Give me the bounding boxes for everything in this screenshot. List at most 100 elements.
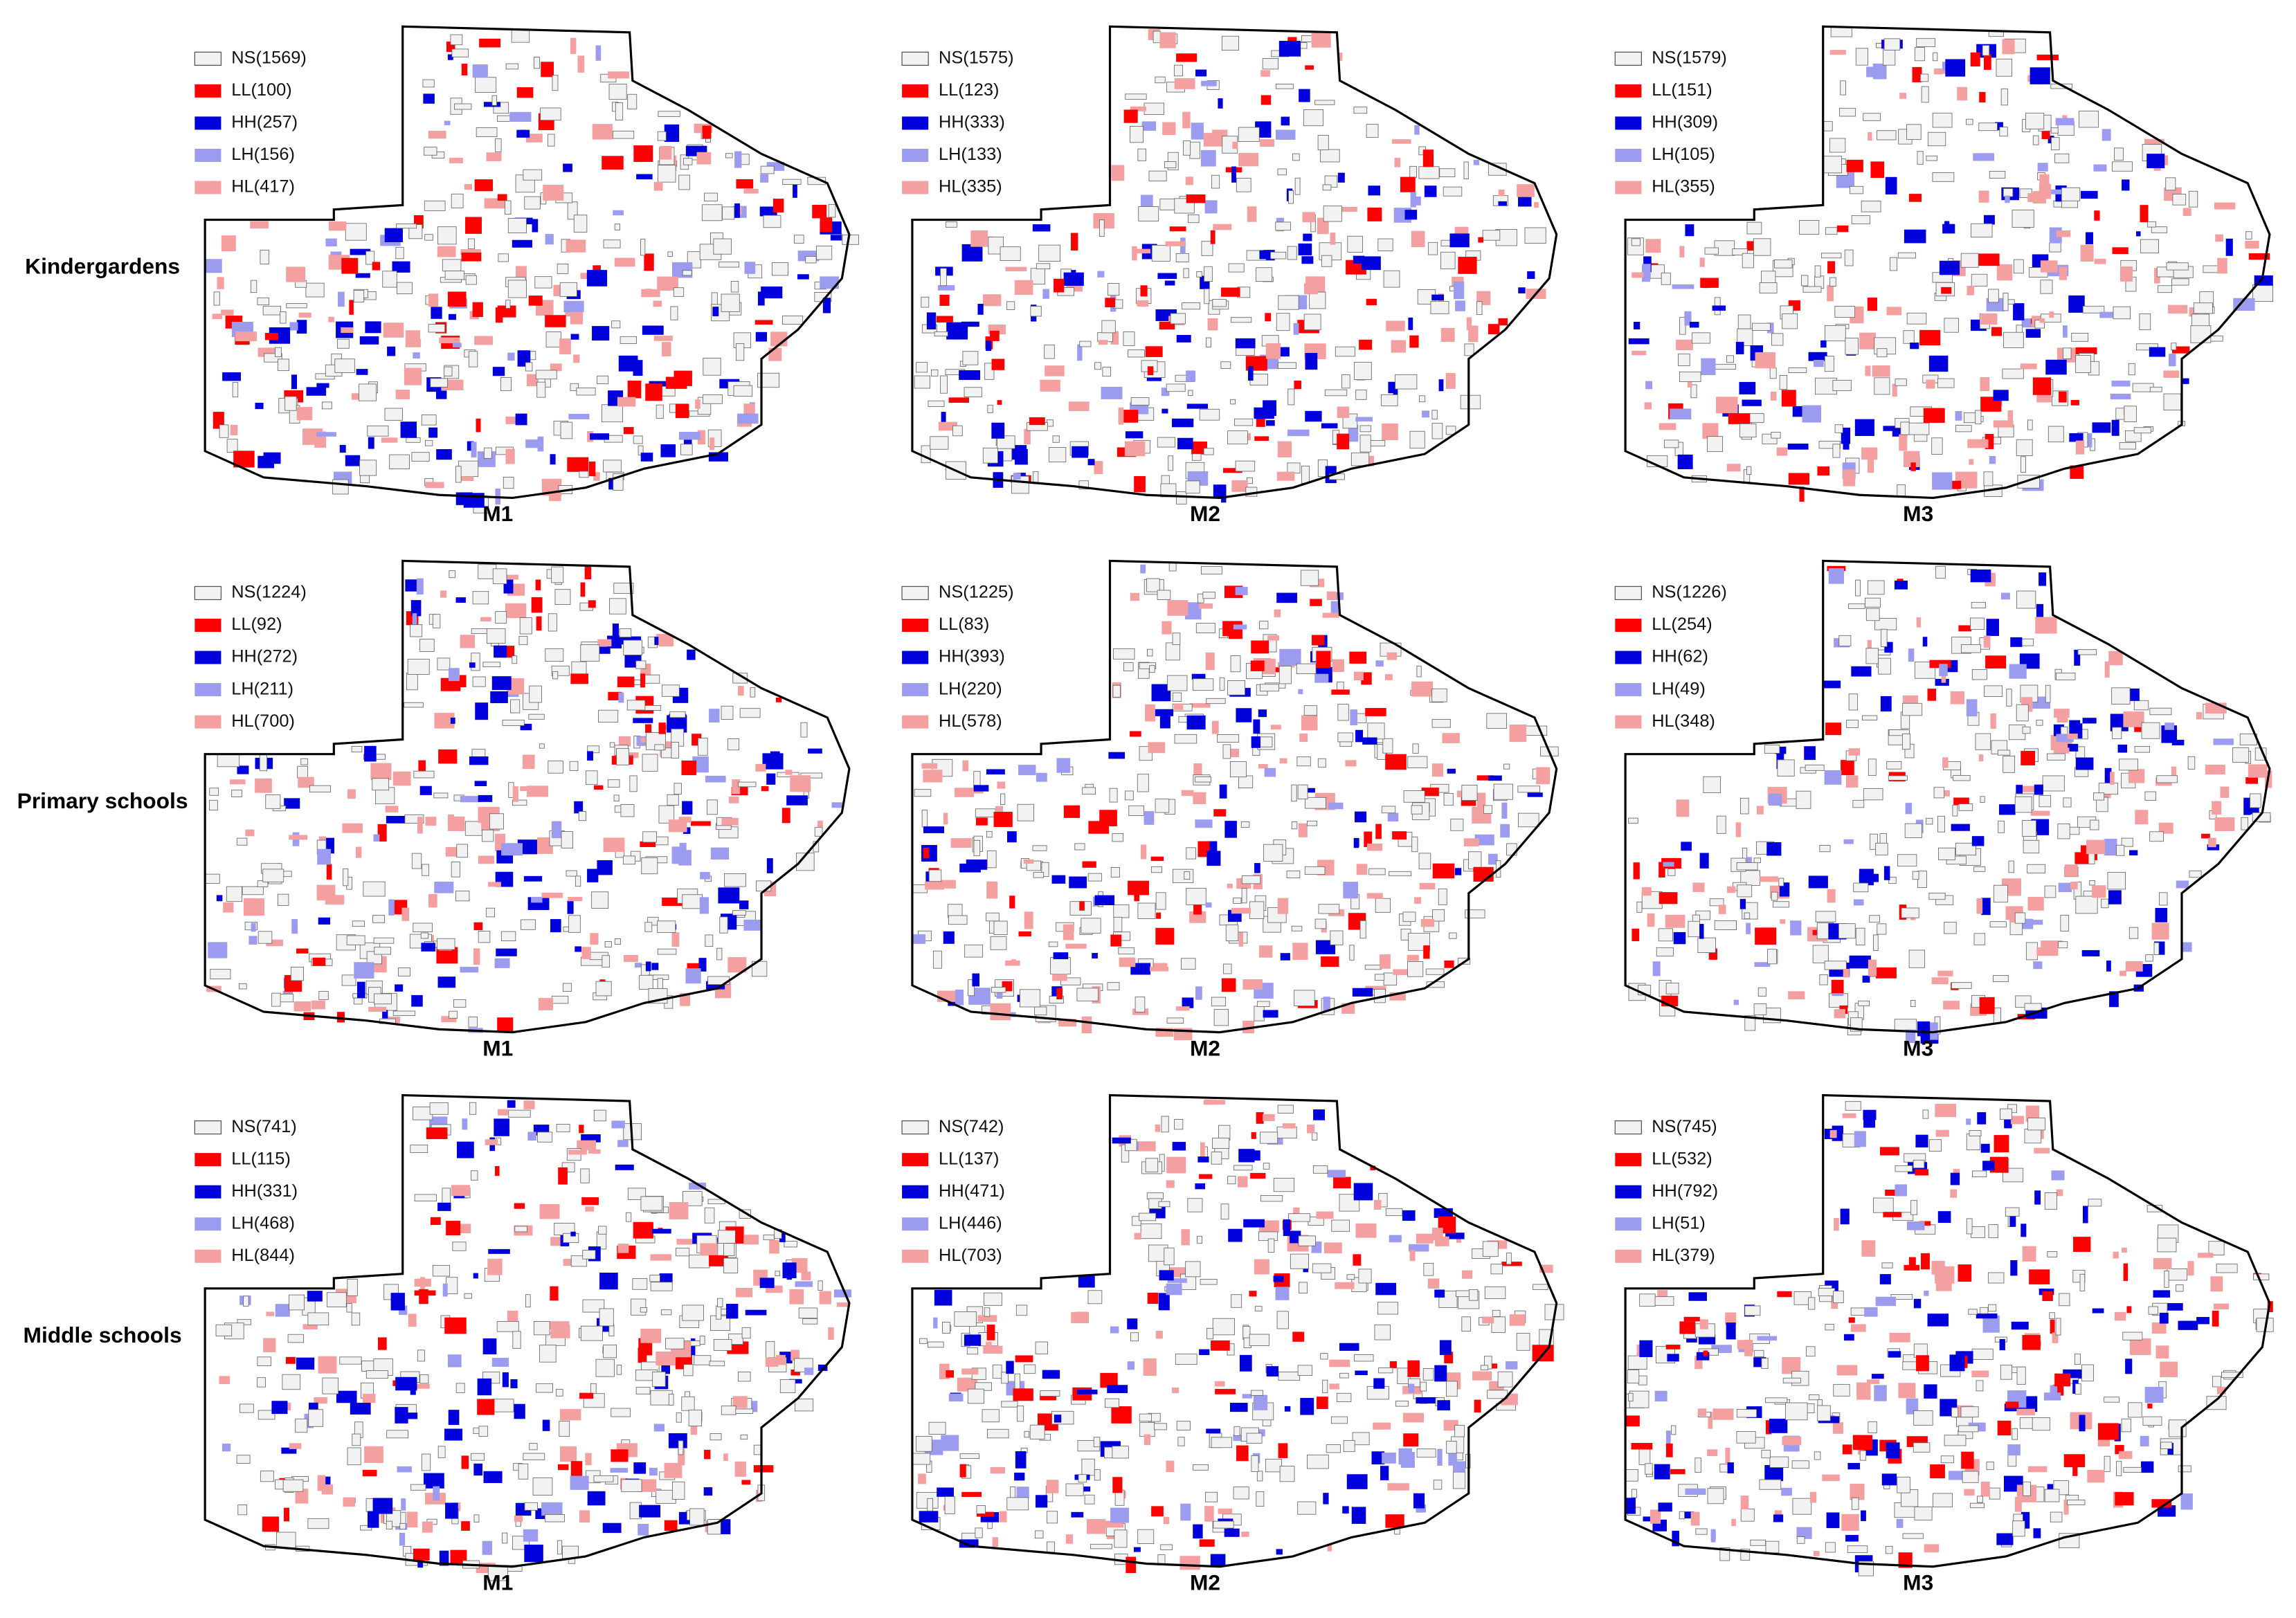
parcel	[1719, 1547, 1730, 1561]
parcel	[1409, 1249, 1416, 1262]
parcel	[1823, 156, 1843, 174]
parcel	[2125, 1358, 2133, 1374]
parcel	[2019, 785, 2038, 792]
parcel	[916, 362, 928, 373]
parcel	[1024, 1364, 1036, 1374]
parcel	[801, 1271, 811, 1280]
parcel	[1385, 1208, 1403, 1217]
parcel	[504, 200, 512, 215]
parcel	[640, 239, 646, 256]
parcel	[699, 897, 709, 914]
parcel	[411, 452, 430, 462]
parcel	[1314, 673, 1329, 683]
parcel	[1897, 484, 1906, 497]
parcel	[1771, 432, 1781, 439]
parcel	[1134, 892, 1140, 902]
parcel	[1044, 344, 1055, 359]
parcel	[649, 1275, 660, 1282]
study-area-outline	[911, 25, 1558, 500]
parcel	[2252, 284, 2273, 302]
parcel	[1435, 1236, 1449, 1246]
parcel	[507, 280, 527, 298]
parcel	[1134, 475, 1146, 493]
parcel	[570, 673, 588, 684]
parcel	[1301, 256, 1314, 264]
parcel	[2213, 1303, 2230, 1310]
parcel	[987, 404, 993, 413]
parcel	[1957, 87, 1968, 101]
parcel	[1726, 1322, 1736, 1340]
parcel	[1256, 1471, 1263, 1482]
parcel	[1130, 126, 1144, 143]
parcel	[465, 217, 482, 234]
parcel	[351, 746, 363, 753]
parcel	[505, 416, 524, 424]
parcel	[2119, 442, 2136, 450]
parcel	[1233, 1426, 1240, 1437]
parcel	[2092, 1308, 2104, 1314]
parcel	[312, 957, 326, 966]
parcel	[775, 698, 782, 702]
parcel	[718, 262, 740, 268]
parcel	[1308, 788, 1315, 793]
parcel	[961, 321, 979, 327]
parcel	[1908, 422, 1930, 435]
parcel	[2033, 961, 2043, 970]
parcel	[2111, 687, 2131, 705]
parcel	[1497, 1371, 1513, 1388]
parcel	[1407, 1360, 1420, 1377]
parcel	[2079, 1273, 2086, 1291]
parcel	[711, 292, 718, 306]
parcel	[2106, 960, 2111, 972]
study-area-outline	[204, 559, 851, 1034]
parcel	[2050, 127, 2059, 134]
parcel	[1977, 1112, 1987, 1125]
parcel	[808, 748, 822, 754]
parcel	[1000, 793, 1006, 805]
parcel	[1147, 648, 1153, 657]
parcel	[921, 296, 930, 308]
parcel	[2124, 406, 2137, 422]
parcel	[525, 1294, 531, 1308]
parcel	[1298, 823, 1308, 837]
parcel	[389, 454, 410, 470]
parcel	[1382, 738, 1393, 754]
parcel	[2188, 190, 2198, 208]
parcel	[271, 992, 281, 1007]
parcel	[1850, 185, 1864, 194]
parcel	[822, 298, 831, 313]
parcel	[1200, 1142, 1205, 1160]
parcel	[496, 948, 517, 956]
parcel	[1955, 411, 1962, 421]
parcel	[2133, 700, 2149, 711]
parcel	[257, 1377, 266, 1388]
parcel	[1193, 792, 1206, 805]
parcel	[430, 378, 448, 388]
parcel	[1461, 1316, 1471, 1331]
parcel	[2070, 882, 2078, 890]
parcel	[1825, 1323, 1834, 1331]
parcel	[592, 124, 613, 140]
parcel	[928, 869, 942, 882]
parcel	[1979, 91, 1986, 103]
parcel	[515, 413, 527, 426]
legend-label: HL(703)	[939, 1246, 1002, 1265]
parcel	[1808, 1297, 1816, 1310]
parcel	[2035, 1487, 2045, 1502]
parcel	[1788, 367, 1807, 374]
parcel	[1174, 734, 1197, 744]
parcel	[401, 1498, 406, 1511]
parcel	[483, 447, 492, 459]
parcel	[2016, 590, 2036, 609]
parcel	[317, 848, 332, 865]
parcel	[1870, 161, 1885, 179]
parcel	[716, 1305, 722, 1320]
parcel	[1254, 863, 1260, 873]
parcel	[461, 252, 482, 262]
parcel	[1988, 1304, 1997, 1312]
parcel	[2012, 1428, 2018, 1440]
parcel	[1205, 902, 1212, 908]
parcel	[1841, 1514, 1859, 1531]
parcel	[765, 1357, 779, 1367]
parcel	[1197, 1235, 1202, 1244]
